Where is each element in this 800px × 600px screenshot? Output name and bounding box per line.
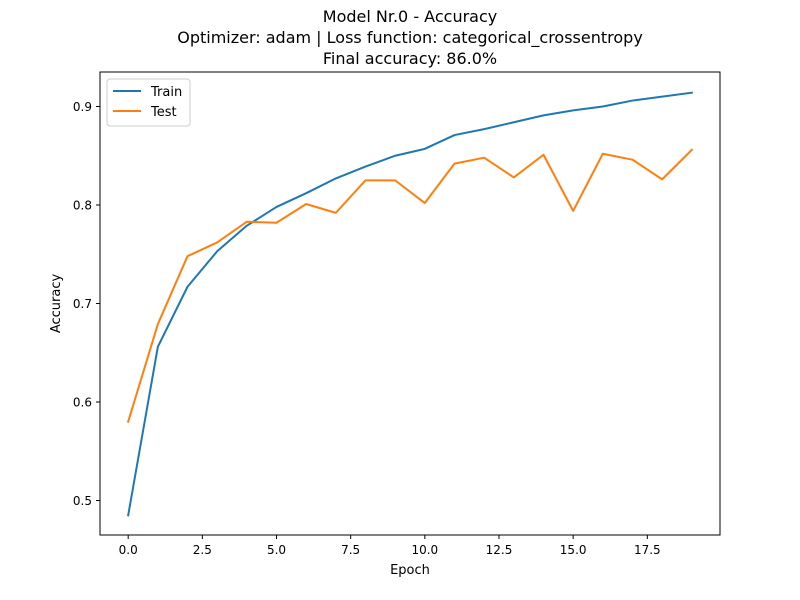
chart-title: Model Nr.0 - Accuracy Optimizer: adam | … [177,7,643,68]
y-tick-label: 0.6 [73,396,92,410]
title-line-1: Model Nr.0 - Accuracy [323,7,497,26]
x-axis-ticks: 0.0 2.5 5.0 7.5 10.0 12.5 15.0 17.5 [119,535,661,557]
y-axis-label: Accuracy [49,274,64,334]
y-tick-label: 0.9 [73,100,92,114]
x-tick-label: 12.5 [486,543,513,557]
x-tick-label: 17.5 [634,543,661,557]
x-tick-label: 0.0 [119,543,138,557]
y-tick-label: 0.5 [73,494,92,508]
legend: Train Test [106,78,191,127]
y-tick-label: 0.8 [73,198,92,212]
series-line-train [127,91,693,517]
y-axis-ticks: 0.5 0.6 0.7 0.8 0.9 [73,100,100,508]
plot-area [100,72,720,535]
title-line-3: Final accuracy: 86.0% [323,49,497,68]
x-tick-label: 10.0 [411,543,438,557]
x-axis-label: Epoch [390,563,430,578]
series-layer [126,91,694,517]
x-tick-label: 2.5 [193,543,212,557]
x-tick-label: 7.5 [341,543,360,557]
series-line-test [126,148,694,423]
plot-frame [99,71,721,536]
title-line-2: Optimizer: adam | Loss function: categor… [177,28,643,48]
y-tick-label: 0.7 [73,297,92,311]
legend-label-train: Train [150,85,182,100]
legend-label-test: Test [150,105,177,120]
x-tick-label: 15.0 [560,543,587,557]
x-tick-label: 5.0 [267,543,286,557]
